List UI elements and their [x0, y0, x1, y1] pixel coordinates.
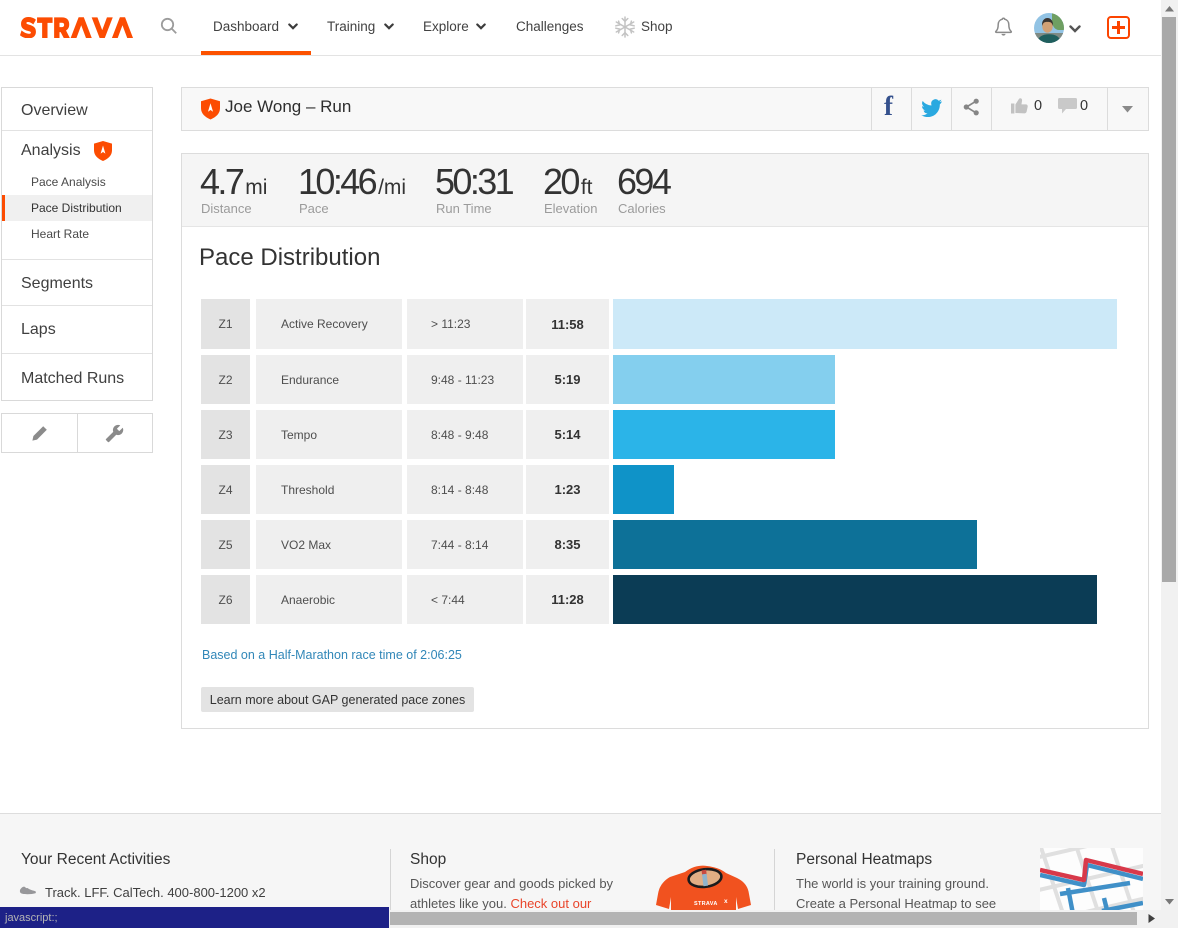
svg-text:x: x: [724, 898, 728, 905]
svg-text:STRAVA: STRAVA: [694, 901, 718, 907]
